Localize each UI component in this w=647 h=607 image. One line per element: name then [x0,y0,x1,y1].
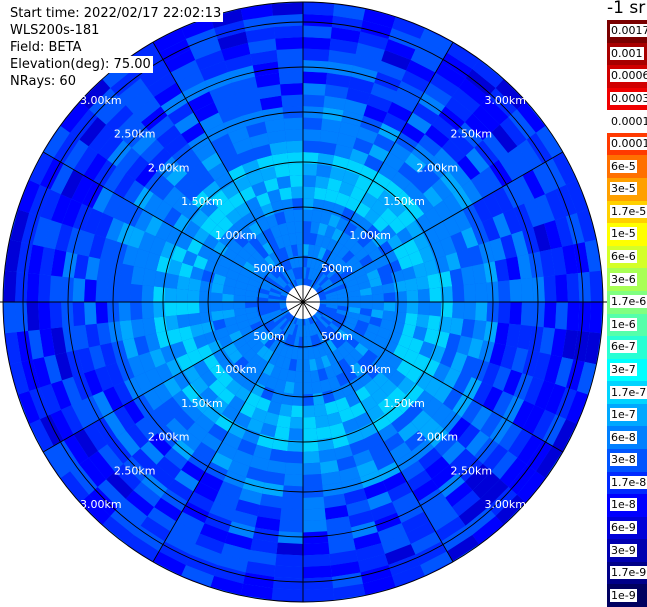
colorbar-label: 1.7e-9 [610,566,647,580]
colorbar-label: 3e-5 [610,182,637,196]
range-ring-label: 2.00km [148,162,190,175]
range-ring-label: 1.50km [383,397,425,410]
colorbar-label: 3e-8 [610,453,637,467]
range-ring-label: 3.00km [484,498,526,511]
range-ring-label: 1.00km [215,363,257,376]
range-ring-label: 1.50km [181,397,223,410]
scan-info: Start time: 2022/02/17 22:02:13 WLS200s-… [10,5,224,90]
colorbar-label: 6e-8 [610,430,637,444]
colorbar-unit: -1 sr [607,0,646,18]
colorbar-label: 0.0017 [610,24,647,38]
colorbar-label: 1.7e-8 [610,475,647,489]
colorbar: 0.0017 0.001 0.0006 0.0003 0.00017 0.0001 6e-5… [607,20,647,607]
colorbar-label: 1e-6 [610,317,637,331]
colorbar-label: 1.7e-5 [610,204,647,218]
range-ring-label: 1.50km [181,195,223,208]
range-ring-label: 500m [321,330,353,343]
colorbar-label: 6e-6 [610,250,637,264]
range-ring-label: 1.50km [383,195,425,208]
start-time: Start time: 2022/02/17 22:02:13 [10,5,224,22]
colorbar-label: 6e-9 [610,520,637,534]
range-ring-label: 2.00km [148,430,190,443]
range-ring-label: 2.50km [114,128,156,141]
range-ring-label: 3.00km [80,498,122,511]
ppi-radar-plot: 500m 1.00km 1.50km 2.00km 2.50km 3.00km 500m 1.… [0,1,607,603]
range-ring-label: 500m [253,330,285,343]
colorbar-label: 0.0001 [610,137,647,151]
range-ring-label: 1.00km [349,229,391,242]
colorbar-label: 1.7e-6 [610,295,647,309]
range-ring-labels: 500m 1.00km 1.50km 2.00km 2.50km 3.00km 500m 1.… [80,94,526,511]
range-ring-label: 3.00km [80,94,122,107]
range-ring-label: 3.00km [484,94,526,107]
colorbar-label: 0.001 [610,46,644,60]
colorbar-label: 0.0006 [610,69,647,83]
colorbar-label: 1e-8 [610,498,637,512]
range-ring-label: 2.00km [417,430,459,443]
range-ring-label: 1.00km [349,363,391,376]
colorbar-label: 3e-6 [610,272,637,286]
colorbar-label: 0.0003 [610,92,647,106]
range-gates [3,2,603,602]
colorbar-label: 1.7e-7 [610,385,647,399]
range-ring-label: 1.00km [215,229,257,242]
colorbar-label: 1e-5 [610,227,637,241]
range-ring-label: 2.00km [417,162,459,175]
polar-grid [0,1,607,603]
colorbar-label: 3e-7 [610,362,637,376]
colorbar-label: 0.00017 [610,114,647,128]
ray-count: NRays: 60 [10,74,76,89]
colorbar-label: 3e-9 [610,543,637,557]
colorbar-label: 6e-5 [610,159,637,173]
colorbar-label: 6e-7 [610,340,637,354]
range-ring-label: 2.50km [114,464,156,477]
field-name: Field: BETA [10,39,84,56]
range-ring-label: 500m [321,262,353,275]
instrument-name: WLS200s-181 [10,22,102,39]
range-ring-label: 2.50km [451,464,493,477]
colorbar-label: 1e-7 [610,408,637,422]
colorbar-label: 1e-9 [610,588,637,602]
range-ring-label: 500m [253,262,285,275]
elevation: Elevation(deg): 75.00 [10,56,153,73]
range-ring-label: 2.50km [451,128,493,141]
